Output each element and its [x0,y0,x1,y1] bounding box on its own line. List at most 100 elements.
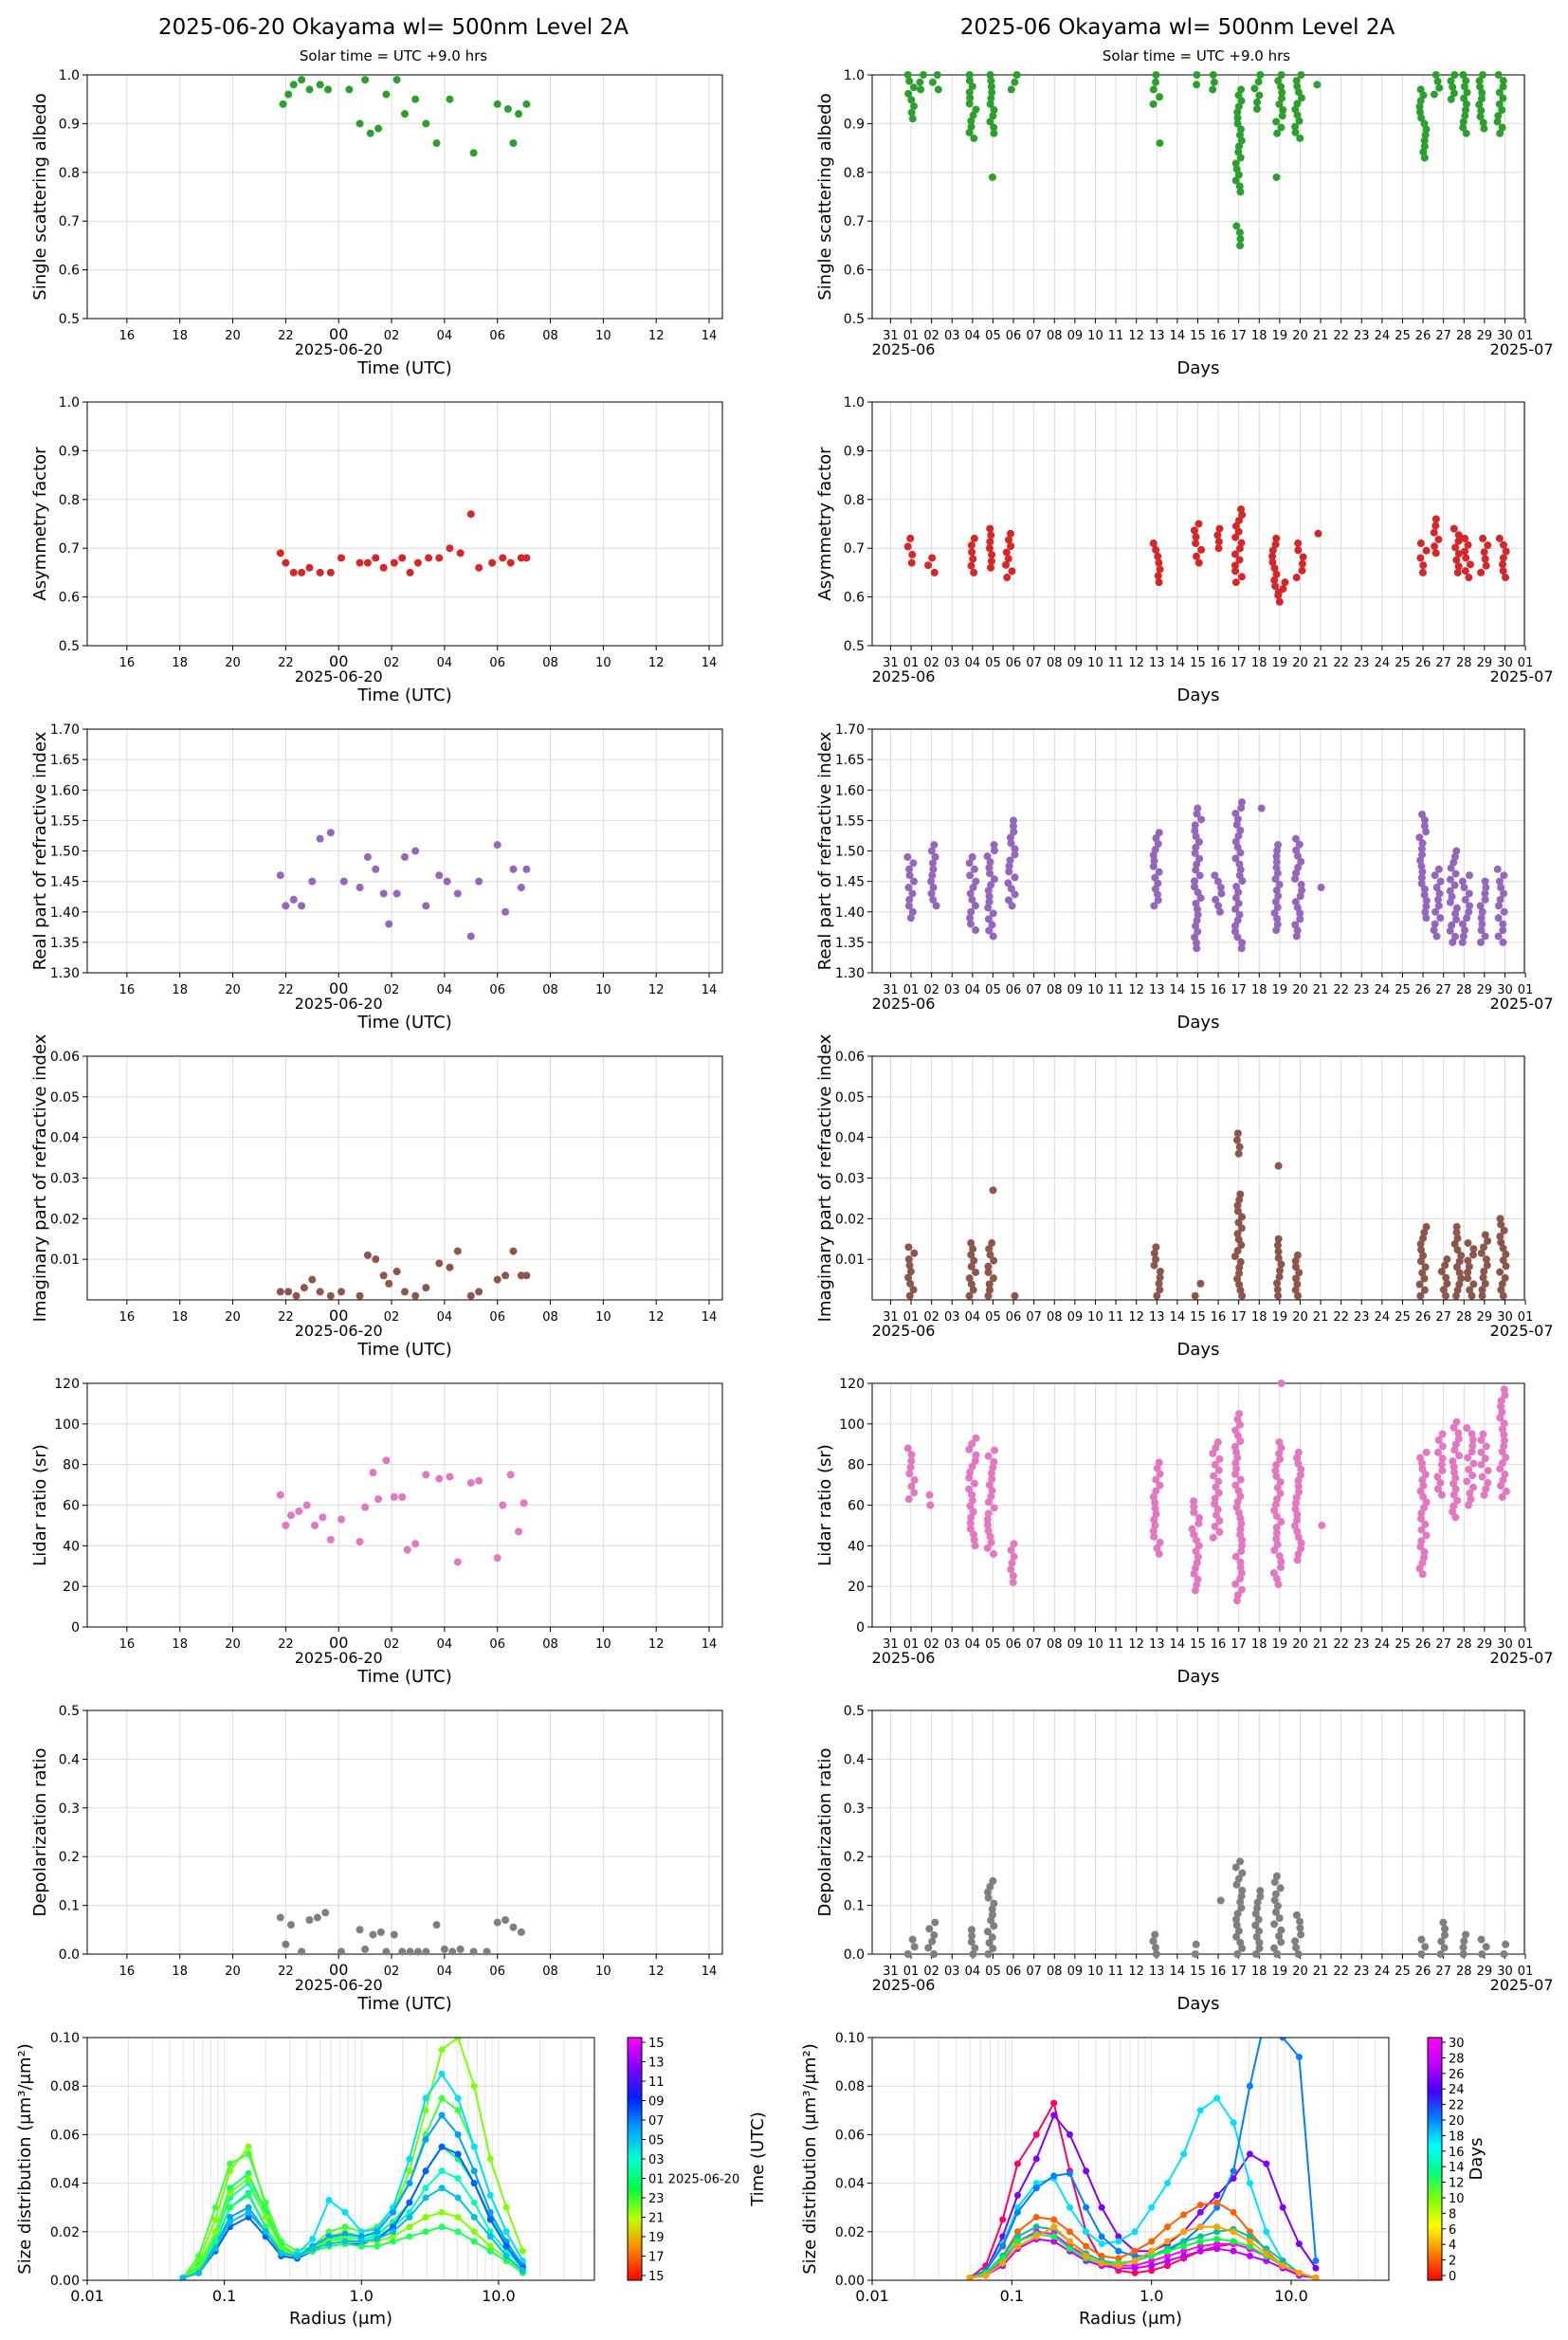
data-point [413,1947,422,1956]
data-point [1151,1521,1159,1529]
data-point [1420,1547,1429,1556]
y-axis-label: Depolarization ratio [30,1748,50,1917]
colorbar-tick-label: 19 [648,2231,665,2245]
colorbar-tick-label: 28 [1449,2052,1465,2066]
data-point [968,1496,976,1505]
series-point [1213,2203,1221,2211]
data-point [1214,902,1223,910]
data-point [907,96,916,104]
data-point [1496,129,1504,137]
data-point [1234,899,1243,907]
colorbar [627,2037,643,2281]
y-tick-label: 40 [63,1539,80,1554]
data-point [1464,1453,1472,1462]
data-point [517,884,525,892]
y-tick-label: 0.05 [50,1090,80,1106]
data-point [1465,871,1473,880]
series-point [1312,2274,1320,2280]
series-point [1279,2258,1286,2265]
data-point [1233,1591,1242,1600]
x-tick-label: 07 [1026,656,1042,670]
data-point [1292,1516,1301,1525]
data-point [1417,873,1426,882]
data-point [374,124,383,133]
y-tick-label: 0.4 [59,1752,80,1767]
data-point [1253,1898,1262,1907]
data-point [968,852,976,861]
x-tick-label: 16 [119,329,136,343]
data-point [456,549,465,558]
data-point [326,1291,335,1300]
x-tick-label: 04 [965,1965,981,1979]
data-point [356,884,364,892]
data-point [1496,1465,1504,1473]
x-tick-label: 07 [1026,1310,1042,1325]
data-point [1277,1380,1285,1387]
data-point [1191,877,1199,886]
data-point [1275,1272,1284,1281]
x-tick-label: 08 [1047,1965,1063,1979]
data-point [289,568,298,576]
data-point [284,90,293,99]
data-point [1190,883,1198,891]
series-point [1263,2228,1270,2236]
x-tick-label: 14 [1170,656,1186,670]
data-point [1237,1904,1246,1912]
x-tick-label: 16 [119,1637,136,1652]
data-point [1007,1565,1015,1574]
data-point [1502,547,1510,556]
data-point [1448,921,1456,929]
x-tick-label: 16 [1211,656,1227,670]
data-point [1009,1578,1017,1586]
data-point [1418,568,1427,576]
series-point [1196,2233,1204,2240]
x-tick-label: 05 [985,1965,1001,1979]
data-point [1497,1220,1505,1229]
data-point [1495,100,1504,108]
y-tick-label: 0.7 [59,541,80,557]
panel-right-ssa: 0.50.60.70.80.91.031 01 02 03 04 05 06 07 08 09 10… [815,68,1554,378]
data-point [1455,1452,1464,1460]
data-point [435,554,444,562]
data-point [356,1291,364,1300]
series-point [422,2213,429,2221]
y-axis-label: Size distribution (μm³/μm²) [800,2043,820,2274]
data-point [1422,828,1431,836]
data-point [972,926,980,935]
y-tick-label: 0.0 [844,1947,865,1963]
y-tick-label: 0.04 [835,1131,865,1146]
x-tick-label: 29 [1477,329,1493,343]
x-tick-label: 13 [1149,1965,1165,1979]
x-tick-label: 18 [1251,1965,1267,1979]
data-point [1452,1228,1461,1236]
data-point [1149,1492,1158,1501]
data-point [1216,1896,1225,1905]
x-tick-label: 18 [1251,1637,1267,1652]
data-point [989,1463,997,1472]
plot-area [87,1710,722,1954]
data-point [1461,567,1469,576]
x-tick-label: 14 [1170,329,1186,343]
x-tick-label: 27 [1435,1637,1451,1652]
data-point [967,1926,975,1934]
series-point [1246,2180,1253,2187]
x-tick-label: 19 [1272,329,1288,343]
x-tick-label: 08 [542,1965,558,1979]
data-point [1422,903,1431,911]
series-point [1180,2150,1188,2158]
data-point [1466,902,1474,910]
data-point [985,1280,994,1289]
data-point [1446,887,1454,895]
x-axis-label: Days [1177,1013,1220,1033]
data-point [1254,1915,1263,1924]
data-point [1458,877,1467,886]
y-tick-label: 0.1 [59,1899,80,1914]
series-point [999,2259,1007,2267]
x-tick-label: 12 [1128,1965,1144,1979]
x-tick-label: 24 [1375,656,1391,670]
data-point [1457,1252,1466,1260]
data-point [1255,1944,1264,1952]
data-point [501,1271,510,1280]
data-point [1272,1575,1281,1583]
data-point [1293,851,1302,860]
